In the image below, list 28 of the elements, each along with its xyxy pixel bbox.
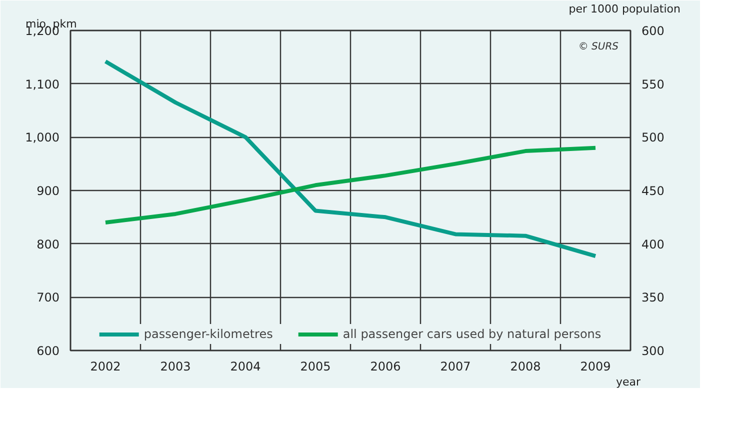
annotation: © SURS: [578, 42, 620, 52]
line-series: [104, 59, 598, 258]
legend-label: passenger-kilometres: [144, 327, 273, 341]
y2-tick-label: 400: [642, 237, 664, 252]
y-tick-label: 900: [36, 184, 60, 198]
x-tick-label: 2004: [230, 360, 261, 374]
x-tick-label: 2003: [160, 360, 191, 374]
y2-tick-label: 500: [642, 130, 664, 145]
x-axis-title: year: [616, 376, 641, 388]
x-tick-label: 2009: [580, 360, 611, 374]
x-tick-label: 2006: [370, 360, 401, 374]
y-tick-label: 1,100: [25, 77, 60, 92]
y-tick-label: 1,000: [25, 130, 60, 145]
x-tick-label: 2005: [300, 360, 331, 374]
y2-axis-title: per 1000 population: [568, 2, 681, 16]
y2-tick-label: 300: [642, 344, 664, 358]
y2-tick-label: 600: [642, 24, 664, 38]
line-series: [104, 146, 598, 224]
y2-tick-label: 450: [642, 184, 664, 198]
x-tick-label: 2007: [440, 360, 471, 374]
y-tick-label: 800: [36, 237, 60, 252]
legend-label: all passenger cars used by natural persons: [342, 327, 602, 341]
x-tick-label: 2002: [90, 360, 121, 374]
y2-tick-label: 350: [642, 290, 664, 305]
y-tick-label: 700: [36, 290, 60, 305]
x-tick-label: 2008: [510, 360, 541, 374]
y2-tick-label: 550: [642, 77, 664, 92]
y-tick-label: 600: [36, 344, 60, 358]
